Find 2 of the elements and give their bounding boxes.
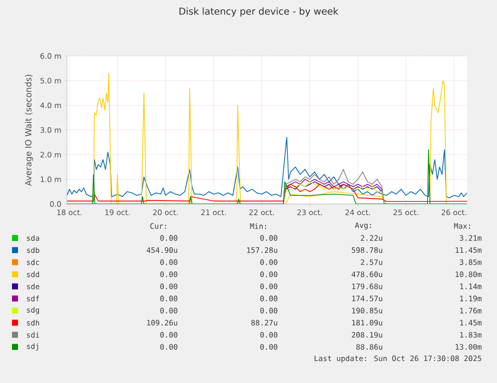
chart-title: Disk latency per device - by week: [180, 7, 338, 17]
y-axis-title: Average IO Wait (seconds): [24, 74, 34, 186]
